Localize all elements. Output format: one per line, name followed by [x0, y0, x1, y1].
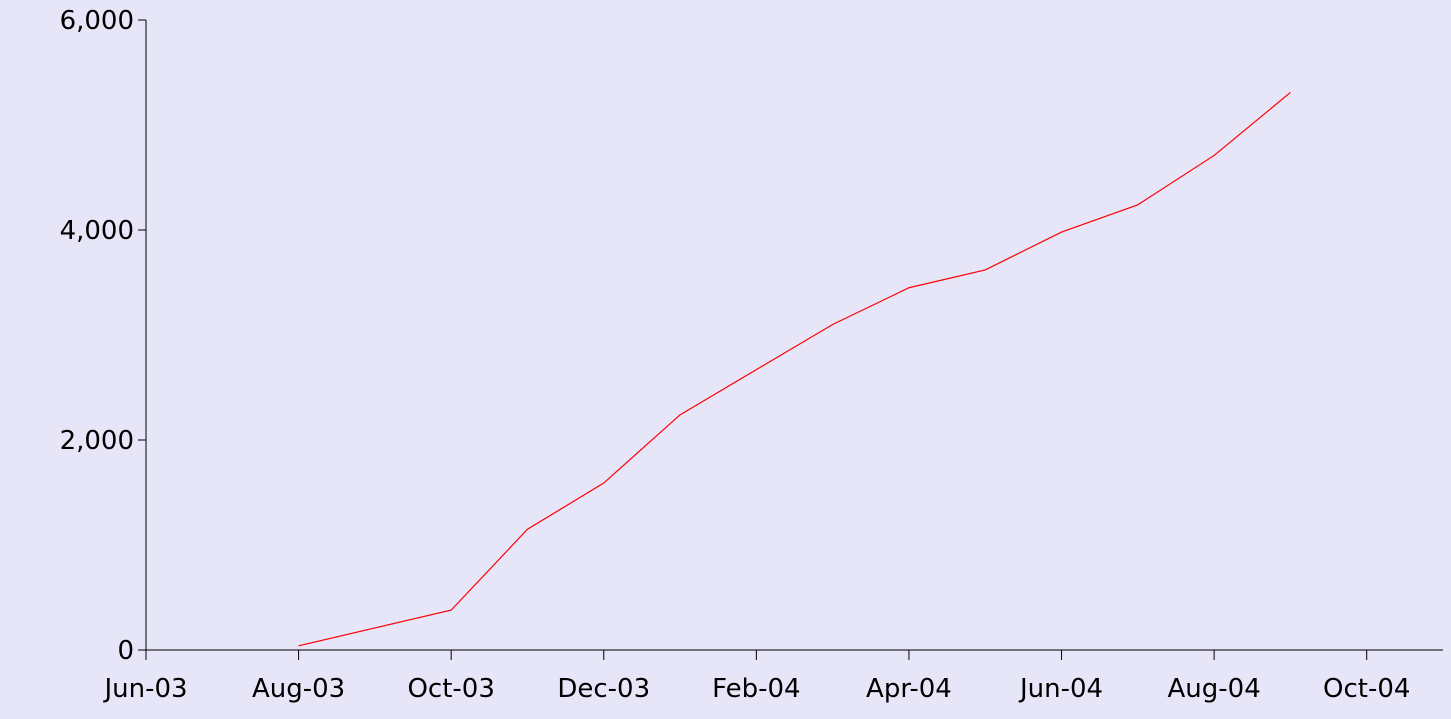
- x-tick-label: Aug-03: [252, 674, 345, 704]
- y-tick-label: 2,000: [60, 426, 134, 456]
- x-tick-label: Dec-03: [557, 674, 650, 704]
- x-tick-label: Feb-04: [712, 674, 801, 704]
- x-tick-label: Oct-03: [407, 674, 494, 704]
- x-tick-label: Oct-04: [1323, 674, 1410, 704]
- x-tick-label: Aug-04: [1168, 674, 1261, 704]
- x-tick-label: Jun-03: [102, 674, 187, 704]
- y-tick-label: 0: [117, 636, 134, 666]
- y-tick-label: 4,000: [60, 216, 134, 246]
- y-tick-label: 6,000: [60, 6, 134, 36]
- x-tick-label: Apr-04: [866, 674, 952, 704]
- x-tick-label: Jun-04: [1018, 674, 1103, 704]
- line-series: [298, 91, 1291, 647]
